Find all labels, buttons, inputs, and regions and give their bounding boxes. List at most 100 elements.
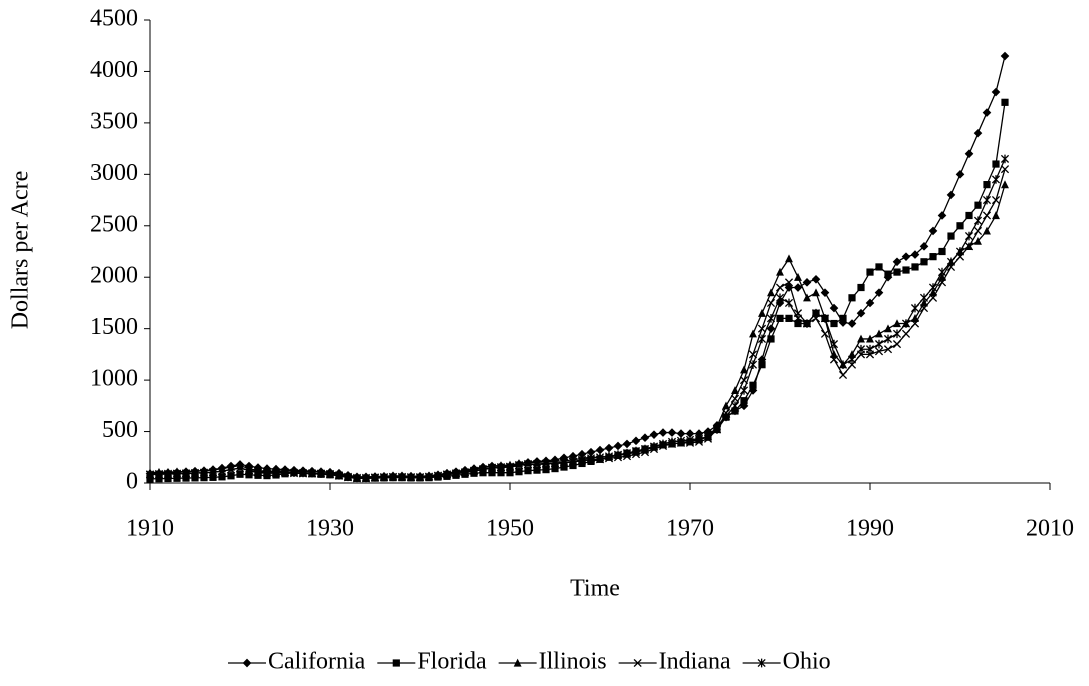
marker bbox=[820, 329, 830, 338]
marker bbox=[865, 298, 875, 308]
marker bbox=[514, 460, 524, 470]
marker bbox=[289, 468, 299, 478]
marker bbox=[242, 658, 252, 668]
marker bbox=[748, 360, 758, 369]
marker bbox=[838, 318, 848, 327]
marker bbox=[964, 242, 974, 251]
marker bbox=[676, 436, 686, 446]
marker bbox=[848, 350, 856, 358]
marker bbox=[974, 236, 982, 245]
marker bbox=[803, 293, 811, 302]
y-tick-label: 4000 bbox=[90, 57, 138, 83]
marker bbox=[812, 288, 820, 297]
y-tick-label: 4500 bbox=[90, 6, 138, 32]
marker bbox=[793, 314, 803, 323]
y-tick-label: 1500 bbox=[90, 314, 138, 340]
marker bbox=[513, 658, 522, 667]
marker bbox=[640, 433, 650, 443]
marker bbox=[506, 469, 514, 477]
marker bbox=[739, 401, 749, 411]
marker bbox=[577, 455, 587, 465]
marker bbox=[874, 288, 884, 297]
marker bbox=[991, 195, 1001, 205]
marker bbox=[775, 283, 785, 292]
marker bbox=[901, 252, 911, 261]
marker bbox=[415, 472, 425, 482]
marker bbox=[757, 355, 767, 364]
marker bbox=[811, 274, 821, 284]
marker bbox=[982, 211, 992, 220]
marker bbox=[478, 464, 488, 474]
marker bbox=[794, 272, 802, 281]
marker bbox=[820, 288, 830, 297]
marker bbox=[712, 425, 722, 434]
marker bbox=[721, 411, 731, 421]
marker bbox=[884, 324, 892, 333]
marker bbox=[776, 314, 784, 322]
legend-label: California bbox=[268, 649, 366, 675]
marker bbox=[946, 257, 956, 267]
marker bbox=[991, 175, 1001, 184]
marker bbox=[392, 659, 400, 667]
marker bbox=[767, 335, 775, 343]
marker bbox=[515, 468, 523, 476]
marker bbox=[524, 467, 532, 475]
marker bbox=[938, 247, 946, 256]
marker bbox=[910, 303, 920, 313]
marker bbox=[622, 448, 632, 458]
marker bbox=[866, 334, 874, 343]
x-tick-label: 1990 bbox=[846, 516, 894, 542]
marker bbox=[181, 468, 191, 478]
marker bbox=[784, 283, 794, 292]
marker bbox=[767, 288, 775, 297]
marker bbox=[766, 314, 776, 323]
legend-label: Indiana bbox=[659, 649, 731, 675]
marker bbox=[875, 329, 883, 338]
legend: California Florida Illinois Indiana Ohio bbox=[228, 649, 831, 675]
marker bbox=[685, 429, 695, 438]
y-tick-label: 3500 bbox=[90, 108, 138, 134]
marker bbox=[937, 211, 947, 220]
marker bbox=[560, 463, 568, 471]
marker bbox=[640, 444, 650, 454]
marker bbox=[892, 329, 902, 339]
marker bbox=[1001, 180, 1009, 189]
marker bbox=[929, 253, 937, 261]
marker bbox=[856, 344, 866, 354]
y-tick-label: 2000 bbox=[90, 263, 138, 289]
x-tick-label: 1970 bbox=[666, 516, 714, 542]
marker bbox=[982, 195, 992, 205]
marker bbox=[892, 257, 902, 267]
marker bbox=[551, 464, 559, 473]
marker bbox=[451, 468, 461, 478]
marker bbox=[199, 468, 209, 478]
marker bbox=[298, 468, 308, 478]
marker bbox=[191, 474, 199, 482]
y-tick-label: 500 bbox=[102, 417, 138, 443]
marker bbox=[748, 386, 758, 395]
marker bbox=[811, 308, 821, 318]
marker bbox=[766, 324, 776, 333]
marker bbox=[595, 445, 605, 455]
marker bbox=[857, 334, 865, 343]
marker bbox=[739, 386, 749, 395]
marker bbox=[893, 319, 901, 328]
marker bbox=[829, 355, 839, 364]
marker bbox=[253, 467, 263, 477]
marker bbox=[866, 268, 874, 276]
marker bbox=[749, 329, 757, 338]
marker bbox=[155, 475, 163, 483]
marker bbox=[218, 473, 226, 481]
legend-item: Indiana bbox=[618, 649, 731, 675]
marker bbox=[631, 436, 641, 446]
marker bbox=[488, 469, 496, 477]
marker bbox=[793, 283, 803, 292]
marker bbox=[901, 319, 911, 328]
marker bbox=[722, 401, 730, 410]
marker bbox=[730, 401, 740, 411]
series-line bbox=[149, 184, 1006, 478]
marker bbox=[830, 319, 838, 328]
marker bbox=[883, 334, 893, 344]
marker bbox=[965, 211, 973, 220]
marker bbox=[262, 467, 272, 477]
